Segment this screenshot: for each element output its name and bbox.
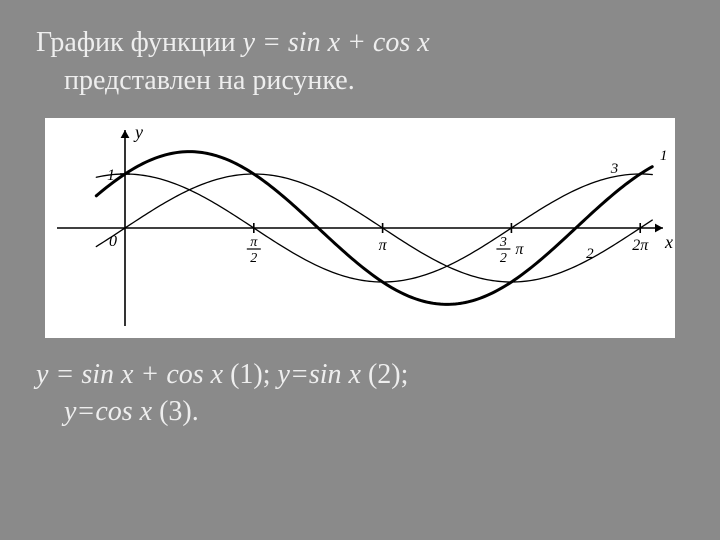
curve-3-cos-label: 3 — [610, 161, 619, 177]
caption: y = sin x + cos x (1); y=sin x (2); y=co… — [36, 356, 684, 432]
heading: График функции y = sin x + cos x предста… — [36, 24, 684, 100]
caption-t3: (3). — [152, 396, 199, 427]
svg-text:2π: 2π — [632, 237, 649, 254]
caption-f1: y = sin x + cos x — [36, 359, 223, 390]
svg-text:π: π — [379, 237, 388, 254]
caption-t1: (1); — [223, 359, 277, 390]
curve-1-sin-plus-cos-label: 1 — [660, 147, 668, 163]
heading-prefix: График функции — [36, 27, 243, 58]
svg-text:3: 3 — [499, 235, 507, 250]
curve-2-sin-label: 2 — [586, 246, 594, 262]
heading-line-2: представлен на рисунке. — [36, 62, 684, 100]
chart-figure: xy01π2π32π2π123 — [45, 118, 675, 338]
svg-text:2: 2 — [250, 251, 257, 266]
heading-line-1: График функции y = sin x + cos x — [36, 24, 684, 62]
caption-f2: y=sin x — [278, 359, 361, 390]
svg-text:y: y — [133, 122, 143, 142]
svg-text:π: π — [515, 241, 524, 258]
caption-f3: y=cos x — [64, 396, 152, 427]
slide: График функции y = sin x + cos x предста… — [0, 0, 720, 540]
svg-text:x: x — [664, 232, 673, 252]
svg-text:π: π — [250, 235, 258, 250]
heading-formula: y = sin x + cos x — [243, 27, 430, 58]
caption-line-1: y = sin x + cos x (1); y=sin x (2); — [36, 356, 684, 394]
svg-text:2: 2 — [500, 251, 507, 266]
caption-line-2: y=cos x (3). — [36, 393, 684, 431]
caption-t2: (2); — [361, 359, 408, 390]
